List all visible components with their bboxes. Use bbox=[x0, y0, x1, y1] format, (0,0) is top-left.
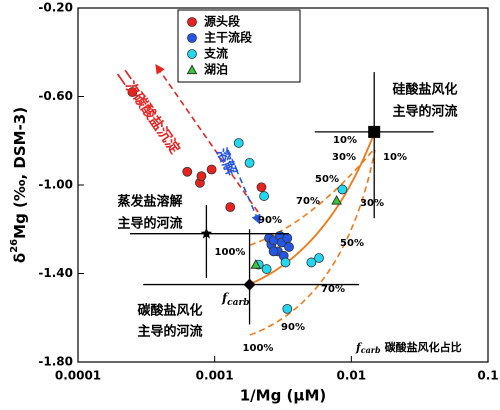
point bbox=[206, 164, 217, 175]
point bbox=[196, 171, 207, 182]
y-label-main: δ bbox=[11, 253, 29, 263]
annotation-dissolution: 溶解 bbox=[213, 146, 240, 179]
y-tick-label: -1.00 bbox=[38, 178, 73, 192]
legend-marker bbox=[187, 17, 197, 27]
annotation-precipitation: 二次碳酸盐沉淀 bbox=[113, 67, 184, 158]
annotation: 硅酸盐风化 bbox=[392, 82, 457, 98]
percent-label: 50% bbox=[340, 238, 364, 249]
mixing-lower bbox=[249, 149, 376, 336]
point bbox=[280, 257, 291, 268]
fcarb-sub: carb bbox=[227, 298, 249, 308]
point bbox=[337, 184, 348, 195]
y-label-rest: Mg (‰, DSM-3) bbox=[11, 107, 29, 239]
y-tick-label: -1.40 bbox=[38, 266, 73, 280]
percent-label: 10% bbox=[383, 152, 407, 163]
percent-label: 10% bbox=[333, 135, 357, 146]
legend-marker bbox=[186, 64, 198, 75]
annotation: 主导的河流 bbox=[137, 324, 202, 340]
fcarb-sub: carb bbox=[361, 345, 381, 355]
legend-box bbox=[177, 9, 301, 83]
fcarb-note: fcarb 碳酸盐风化占比 bbox=[355, 340, 462, 355]
legend-label: 主干流段 bbox=[204, 30, 253, 45]
percent-label: 90% bbox=[258, 215, 282, 226]
y-tick-label: -1.80 bbox=[38, 355, 73, 369]
legend-label: 支流 bbox=[203, 46, 228, 61]
percent-label: 100% bbox=[215, 247, 246, 258]
fcarb-label: fcarb bbox=[221, 291, 250, 308]
legend-label: 湖泊 bbox=[204, 62, 228, 77]
point bbox=[256, 182, 267, 193]
mixing-upper bbox=[249, 147, 376, 246]
triangle-point bbox=[250, 259, 262, 269]
fcarb-f: f bbox=[355, 341, 363, 354]
x-tick-label: 0.1 bbox=[477, 369, 498, 383]
fcarb-f: f bbox=[221, 291, 229, 305]
point bbox=[284, 242, 294, 252]
percent-label: 50% bbox=[315, 174, 339, 185]
y-label-sup: 26 bbox=[9, 239, 20, 253]
x-tick-label: 0.001 bbox=[196, 369, 234, 383]
point bbox=[282, 303, 293, 314]
point bbox=[244, 157, 255, 168]
x-axis-label: 1/Mg (μM) bbox=[240, 387, 326, 405]
legend-label: 源头段 bbox=[204, 14, 241, 29]
annotation: 碳酸盐风化 bbox=[137, 303, 202, 319]
percent-label: 30% bbox=[332, 152, 356, 163]
y-tick-label: -0.20 bbox=[38, 1, 73, 15]
point bbox=[259, 191, 270, 201]
point bbox=[182, 166, 193, 177]
legend-marker bbox=[187, 33, 197, 43]
point bbox=[127, 87, 138, 97]
y-axis-label: δ26Mg (‰, DSM-3) bbox=[9, 107, 29, 263]
percent-label: 100% bbox=[243, 343, 274, 354]
point bbox=[282, 233, 293, 244]
y-tick-label: -0.60 bbox=[38, 89, 73, 103]
star-point bbox=[200, 227, 213, 239]
x-tick-label: 0.01 bbox=[337, 369, 367, 383]
percent-label: 70% bbox=[296, 196, 320, 207]
annotation: 主导的河流 bbox=[117, 216, 182, 232]
percent-label: 30% bbox=[360, 198, 384, 209]
x-tick-label: 0.0001 bbox=[55, 369, 101, 383]
square-point bbox=[368, 125, 381, 138]
annotation: 主导的河流 bbox=[392, 104, 457, 120]
dissolution-arrow bbox=[227, 149, 261, 225]
point bbox=[261, 264, 272, 274]
diamond-point bbox=[243, 278, 256, 291]
point bbox=[314, 253, 324, 263]
point bbox=[233, 138, 244, 148]
annotation: 蒸发盐溶解 bbox=[117, 194, 182, 210]
point bbox=[225, 202, 236, 213]
point bbox=[306, 257, 317, 268]
percent-label: 90% bbox=[281, 322, 305, 333]
mixing-curve bbox=[249, 130, 376, 285]
point bbox=[268, 246, 279, 257]
legend-marker bbox=[187, 49, 197, 59]
fcarb-note-text: 碳酸盐风化占比 bbox=[385, 340, 462, 354]
triangle-point bbox=[331, 194, 342, 205]
percent-label: 70% bbox=[321, 284, 345, 295]
